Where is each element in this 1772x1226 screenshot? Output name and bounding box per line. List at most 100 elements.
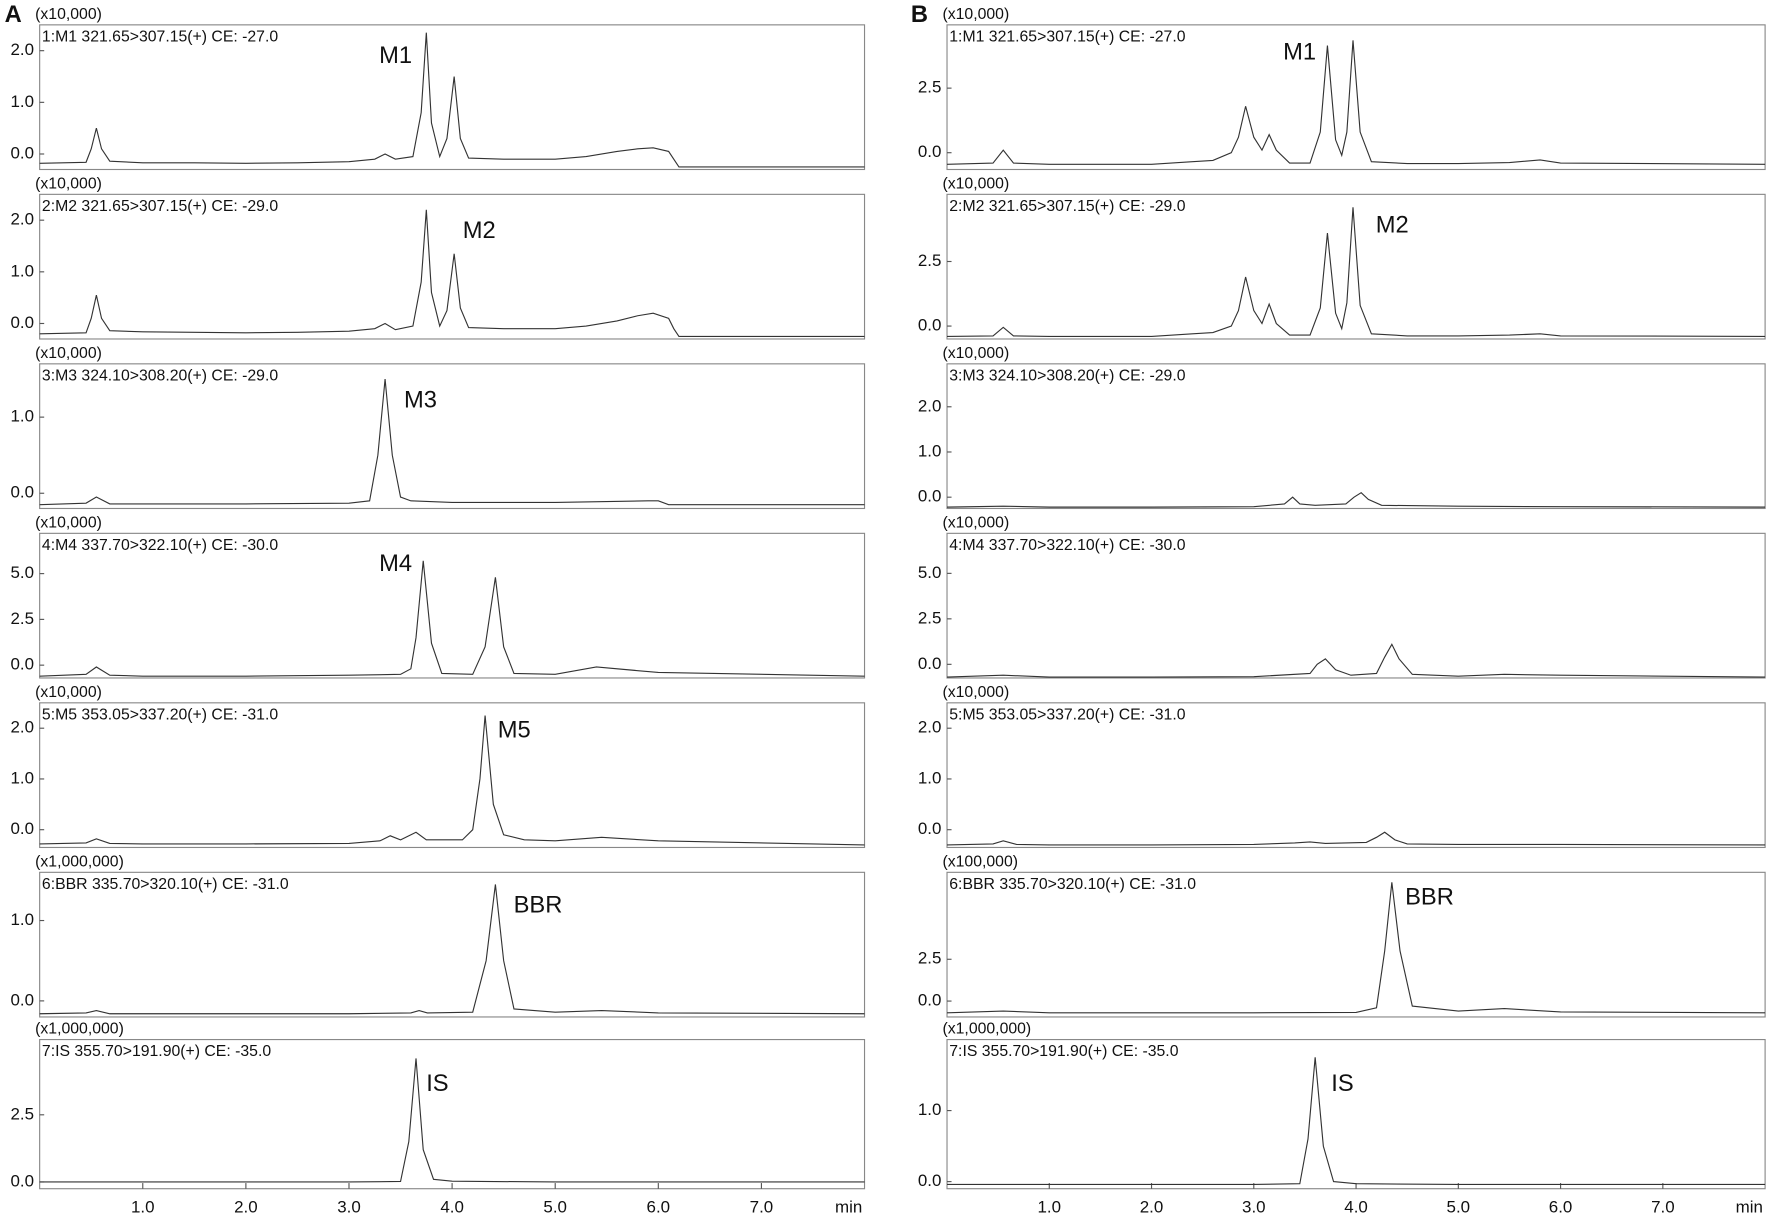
plot-frame <box>946 1038 1766 1190</box>
trace-title: 4:M4 337.70>322.10(+) CE: -30.0 <box>949 537 1185 554</box>
y-tick-label: 1.0 <box>918 441 942 460</box>
plot-frame <box>39 532 866 679</box>
y-tick-label: 2.0 <box>918 396 942 415</box>
x-tick-label: 3.0 <box>337 1197 361 1216</box>
trace-title: 7:IS 355.70>191.90(+) CE: -35.0 <box>949 1043 1178 1060</box>
y-tick-label: 2.0 <box>10 40 34 59</box>
trace <box>947 831 1766 846</box>
peak-label: IS <box>1331 1071 1353 1097</box>
y-tick-label: 0.0 <box>10 655 34 674</box>
peak-label: BBR <box>1405 885 1454 911</box>
scale-label: (x10,000) <box>942 175 1009 192</box>
y-tick-label: 0.0 <box>10 483 34 502</box>
trace <box>947 1057 1766 1186</box>
trace <box>947 882 1766 1014</box>
x-tick-label: 4.0 <box>1344 1197 1368 1216</box>
x-tick-label: 6.0 <box>1549 1197 1573 1216</box>
plot-frame <box>946 193 1766 340</box>
x-axis-label: min <box>1736 1197 1763 1216</box>
peak-label: M4 <box>379 551 412 577</box>
y-tick-label: 0.0 <box>918 991 942 1010</box>
plot-frame <box>946 24 1766 171</box>
scale-label: (x10,000) <box>942 6 1009 23</box>
y-tick-label: 2.0 <box>10 210 34 229</box>
trace-title: 6:BBR 335.70>320.10(+) CE: -31.0 <box>949 876 1196 893</box>
plot-frame <box>39 871 866 1018</box>
trace-title: 5:M5 353.05>337.20(+) CE: -31.0 <box>42 706 278 723</box>
y-tick-label: 2.5 <box>918 949 942 968</box>
plot-frame <box>946 363 1766 510</box>
y-tick-label: 0.0 <box>10 143 34 162</box>
y-tick-label: 5.0 <box>10 563 34 582</box>
y-tick-label: 1.0 <box>10 261 34 280</box>
x-tick-label: 6.0 <box>647 1197 671 1216</box>
trace <box>39 884 865 1015</box>
scale-label: (x1,000,000) <box>35 853 124 870</box>
peak-label: M2 <box>1376 212 1409 238</box>
trace-title: 7:IS 355.70>191.90(+) CE: -35.0 <box>42 1043 271 1060</box>
scale-label: (x10,000) <box>35 684 102 701</box>
peak-label: IS <box>426 1071 448 1097</box>
scale-label: (x10,000) <box>35 514 102 531</box>
trace-title: 6:BBR 335.70>320.10(+) CE: -31.0 <box>42 876 289 893</box>
y-tick-label: 0.0 <box>918 654 942 673</box>
panel-label: A <box>5 2 22 28</box>
plot-frame <box>39 24 866 171</box>
y-tick-label: 2.5 <box>10 609 34 628</box>
trace-title: 5:M5 353.05>337.20(+) CE: -31.0 <box>949 706 1185 723</box>
peak-label: M1 <box>379 43 412 69</box>
y-tick-label: 0.0 <box>918 819 942 838</box>
panel-label: B <box>911 2 928 28</box>
plot-frame <box>946 871 1766 1018</box>
y-tick-label: 0.0 <box>10 313 34 332</box>
scale-label: (x10,000) <box>942 684 1009 701</box>
y-tick-label: 2.5 <box>918 251 942 270</box>
x-tick-label: 2.0 <box>1140 1197 1164 1216</box>
y-tick-label: 0.0 <box>10 990 34 1009</box>
x-tick-label: 3.0 <box>1242 1197 1266 1216</box>
y-tick-label: 0.0 <box>918 142 942 161</box>
x-tick-label: 7.0 <box>750 1197 774 1216</box>
x-tick-label: 1.0 <box>1038 1197 1062 1216</box>
y-tick-label: 0.0 <box>918 1171 942 1190</box>
plot-frame <box>39 193 866 340</box>
x-tick-label: 5.0 <box>1447 1197 1471 1216</box>
scale-label: (x10,000) <box>35 345 102 362</box>
trace-title: 2:M2 321.65>307.15(+) CE: -29.0 <box>949 198 1185 215</box>
trace <box>39 1058 865 1183</box>
x-tick-label: 5.0 <box>543 1197 567 1216</box>
plot-frame <box>39 702 866 849</box>
scale-label: (x10,000) <box>942 345 1009 362</box>
plot-frame <box>39 1038 866 1190</box>
trace <box>947 40 1766 165</box>
trace-title: 3:M3 324.10>308.20(+) CE: -29.0 <box>949 367 1185 384</box>
peak-label: M1 <box>1283 39 1316 65</box>
y-tick-label: 2.5 <box>918 78 942 97</box>
y-tick-label: 1.0 <box>10 92 34 111</box>
scale-label: (x1,000,000) <box>35 1021 124 1038</box>
trace-title: 4:M4 337.70>322.10(+) CE: -30.0 <box>42 537 278 554</box>
y-tick-label: 1.0 <box>10 407 34 426</box>
x-tick-label: 1.0 <box>131 1197 155 1216</box>
x-tick-label: 2.0 <box>234 1197 258 1216</box>
trace <box>946 643 1766 678</box>
y-tick-label: 1.0 <box>918 1100 942 1119</box>
trace-title: 2:M2 321.65>307.15(+) CE: -29.0 <box>42 198 278 215</box>
y-tick-label: 2.5 <box>918 608 942 627</box>
trace <box>39 379 865 506</box>
scale-label: (x1,000,000) <box>942 1021 1031 1038</box>
y-tick-label: 0.0 <box>918 487 942 506</box>
scale-label: (x10,000) <box>942 514 1009 531</box>
y-tick-label: 1.0 <box>10 768 34 787</box>
y-tick-label: 0.0 <box>918 316 942 335</box>
plot-frame <box>946 532 1766 679</box>
trace <box>39 560 865 677</box>
y-tick-label: 2.0 <box>918 718 942 737</box>
y-tick-label: 0.0 <box>10 1171 34 1190</box>
x-axis-label: min <box>835 1197 862 1216</box>
scale-label: (x10,000) <box>35 6 102 23</box>
plot-frame <box>946 702 1766 849</box>
trace-title: 1:M1 321.65>307.15(+) CE: -27.0 <box>949 28 1185 45</box>
peak-label: M2 <box>463 218 496 244</box>
